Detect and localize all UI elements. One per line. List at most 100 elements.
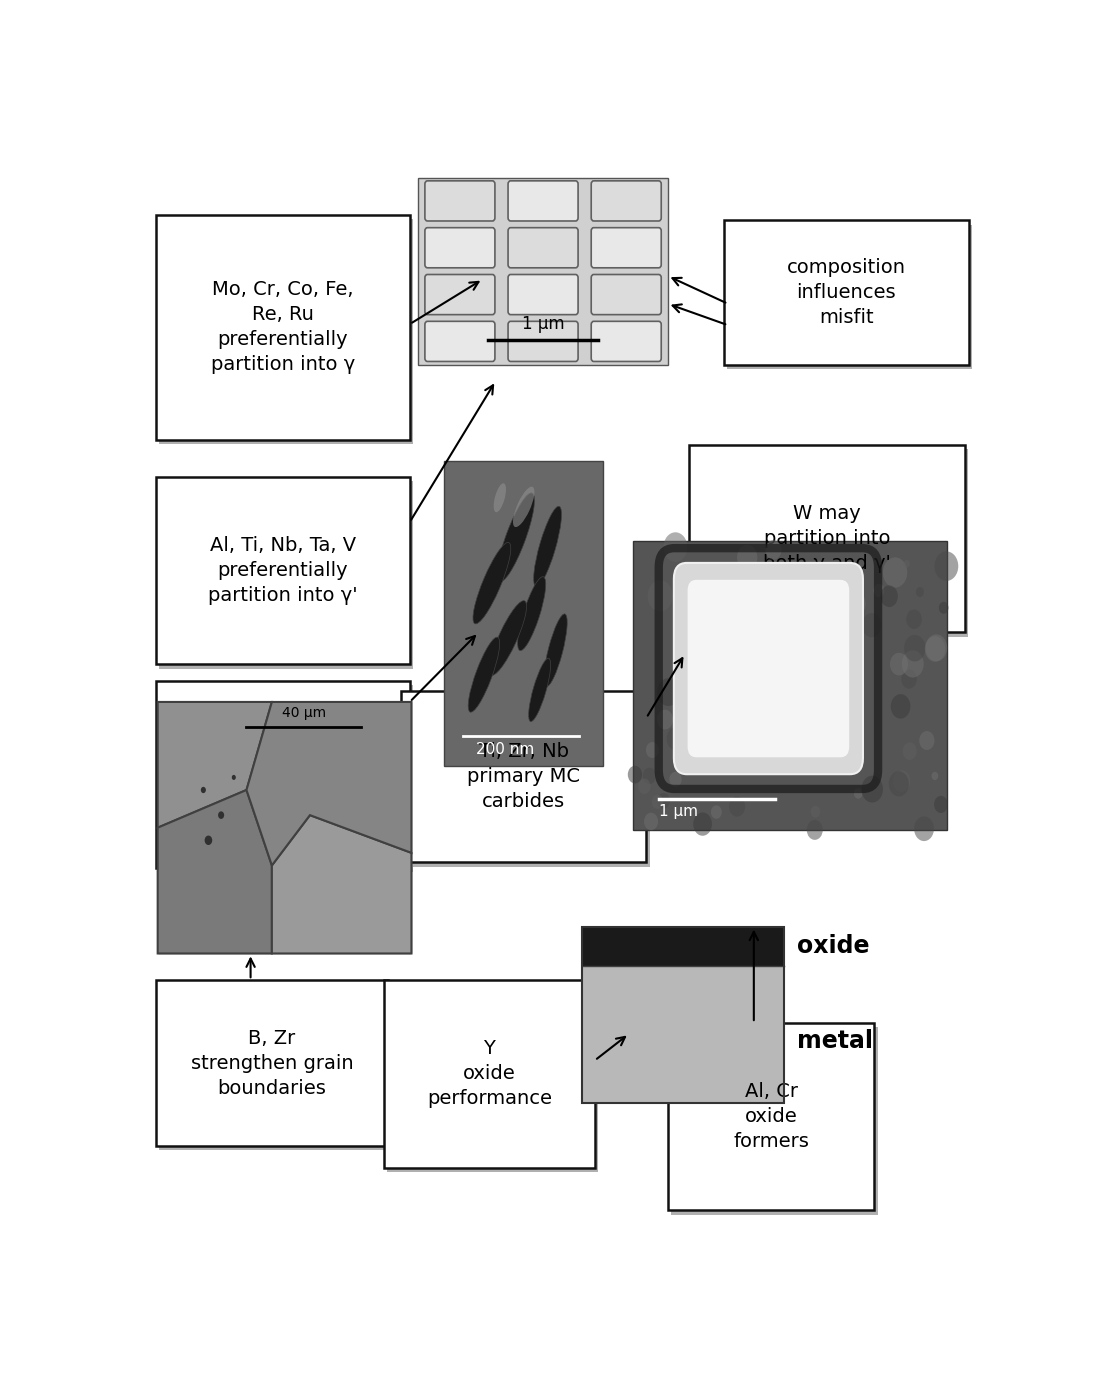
Circle shape (730, 655, 749, 678)
FancyBboxPatch shape (425, 274, 495, 314)
Circle shape (726, 716, 741, 734)
FancyBboxPatch shape (425, 228, 495, 268)
Circle shape (818, 734, 829, 748)
Circle shape (797, 598, 813, 617)
Circle shape (934, 796, 948, 813)
Bar (582, 927, 784, 1104)
Circle shape (746, 712, 758, 727)
Circle shape (710, 805, 722, 819)
Circle shape (874, 584, 885, 598)
Circle shape (890, 694, 910, 719)
Circle shape (813, 602, 834, 627)
Circle shape (232, 774, 235, 780)
Circle shape (826, 609, 844, 631)
Text: oxide: oxide (797, 934, 869, 958)
Text: 1 μm: 1 μm (658, 805, 697, 819)
Circle shape (919, 731, 935, 751)
Text: Al, Cr
oxide
formers: Al, Cr oxide formers (733, 1083, 809, 1151)
Circle shape (766, 539, 781, 560)
Circle shape (719, 580, 738, 603)
Circle shape (776, 646, 800, 677)
Circle shape (818, 599, 842, 630)
Circle shape (839, 575, 857, 598)
Polygon shape (158, 702, 272, 827)
Circle shape (757, 638, 773, 657)
Circle shape (882, 557, 907, 588)
FancyBboxPatch shape (384, 980, 595, 1168)
Circle shape (889, 771, 909, 796)
FancyBboxPatch shape (508, 181, 578, 221)
FancyBboxPatch shape (508, 321, 578, 361)
Circle shape (628, 766, 642, 784)
FancyBboxPatch shape (425, 321, 495, 361)
FancyBboxPatch shape (693, 449, 968, 637)
FancyBboxPatch shape (724, 220, 969, 364)
Circle shape (729, 796, 745, 816)
Text: Ti, Zr, Nb
primary MC
carbides: Ti, Zr, Nb primary MC carbides (467, 742, 581, 812)
Text: 40 μm: 40 μm (282, 706, 325, 720)
Circle shape (854, 788, 862, 799)
Circle shape (776, 734, 788, 751)
Circle shape (646, 742, 658, 758)
FancyBboxPatch shape (668, 1023, 875, 1211)
Circle shape (775, 580, 787, 594)
Circle shape (703, 698, 712, 709)
FancyBboxPatch shape (592, 321, 662, 361)
FancyBboxPatch shape (672, 1027, 878, 1215)
Circle shape (688, 710, 705, 730)
Circle shape (861, 776, 882, 802)
FancyBboxPatch shape (689, 445, 965, 632)
Bar (418, 178, 668, 364)
Text: Mo, Cr, Co, Fe,
Re, Ru
preferentially
partition into γ: Mo, Cr, Co, Fe, Re, Ru preferentially pa… (211, 281, 355, 374)
Ellipse shape (513, 486, 534, 527)
Circle shape (925, 637, 946, 662)
Ellipse shape (494, 484, 506, 512)
FancyBboxPatch shape (404, 695, 649, 867)
Circle shape (904, 560, 910, 567)
Circle shape (795, 613, 817, 639)
Bar (582, 927, 784, 966)
Circle shape (667, 727, 686, 751)
FancyBboxPatch shape (674, 563, 862, 774)
Circle shape (848, 727, 860, 742)
FancyBboxPatch shape (387, 984, 598, 1172)
Circle shape (774, 589, 799, 621)
Circle shape (915, 816, 934, 841)
Circle shape (862, 613, 881, 638)
Circle shape (926, 634, 947, 662)
Circle shape (841, 694, 864, 721)
FancyBboxPatch shape (160, 685, 413, 872)
Circle shape (676, 577, 699, 606)
FancyBboxPatch shape (160, 984, 392, 1151)
FancyBboxPatch shape (155, 215, 410, 439)
Text: Y
oxide
performance: Y oxide performance (427, 1040, 552, 1108)
Circle shape (747, 685, 756, 696)
Circle shape (835, 756, 841, 765)
FancyBboxPatch shape (160, 220, 413, 443)
FancyBboxPatch shape (155, 980, 388, 1147)
Circle shape (814, 724, 828, 744)
Circle shape (800, 696, 826, 727)
Circle shape (702, 758, 715, 774)
Ellipse shape (517, 577, 546, 651)
Polygon shape (158, 790, 272, 954)
Ellipse shape (534, 506, 562, 587)
FancyBboxPatch shape (687, 580, 849, 758)
Text: metal: metal (797, 1030, 872, 1054)
Circle shape (218, 812, 224, 819)
Circle shape (829, 709, 845, 728)
Circle shape (657, 792, 670, 809)
Circle shape (880, 585, 898, 607)
Text: Al, Ti, Nb, Ta, V
preferentially
partition into γ': Al, Ti, Nb, Ta, V preferentially partiti… (208, 537, 357, 605)
Circle shape (791, 738, 801, 751)
FancyBboxPatch shape (508, 274, 578, 314)
Ellipse shape (468, 637, 500, 712)
Text: composition
influences
misfit: composition influences misfit (787, 259, 906, 327)
Ellipse shape (528, 659, 551, 721)
Bar (634, 541, 948, 830)
Bar (444, 461, 604, 766)
Circle shape (201, 787, 205, 794)
FancyBboxPatch shape (155, 681, 410, 867)
Circle shape (669, 771, 682, 787)
Circle shape (890, 653, 908, 676)
